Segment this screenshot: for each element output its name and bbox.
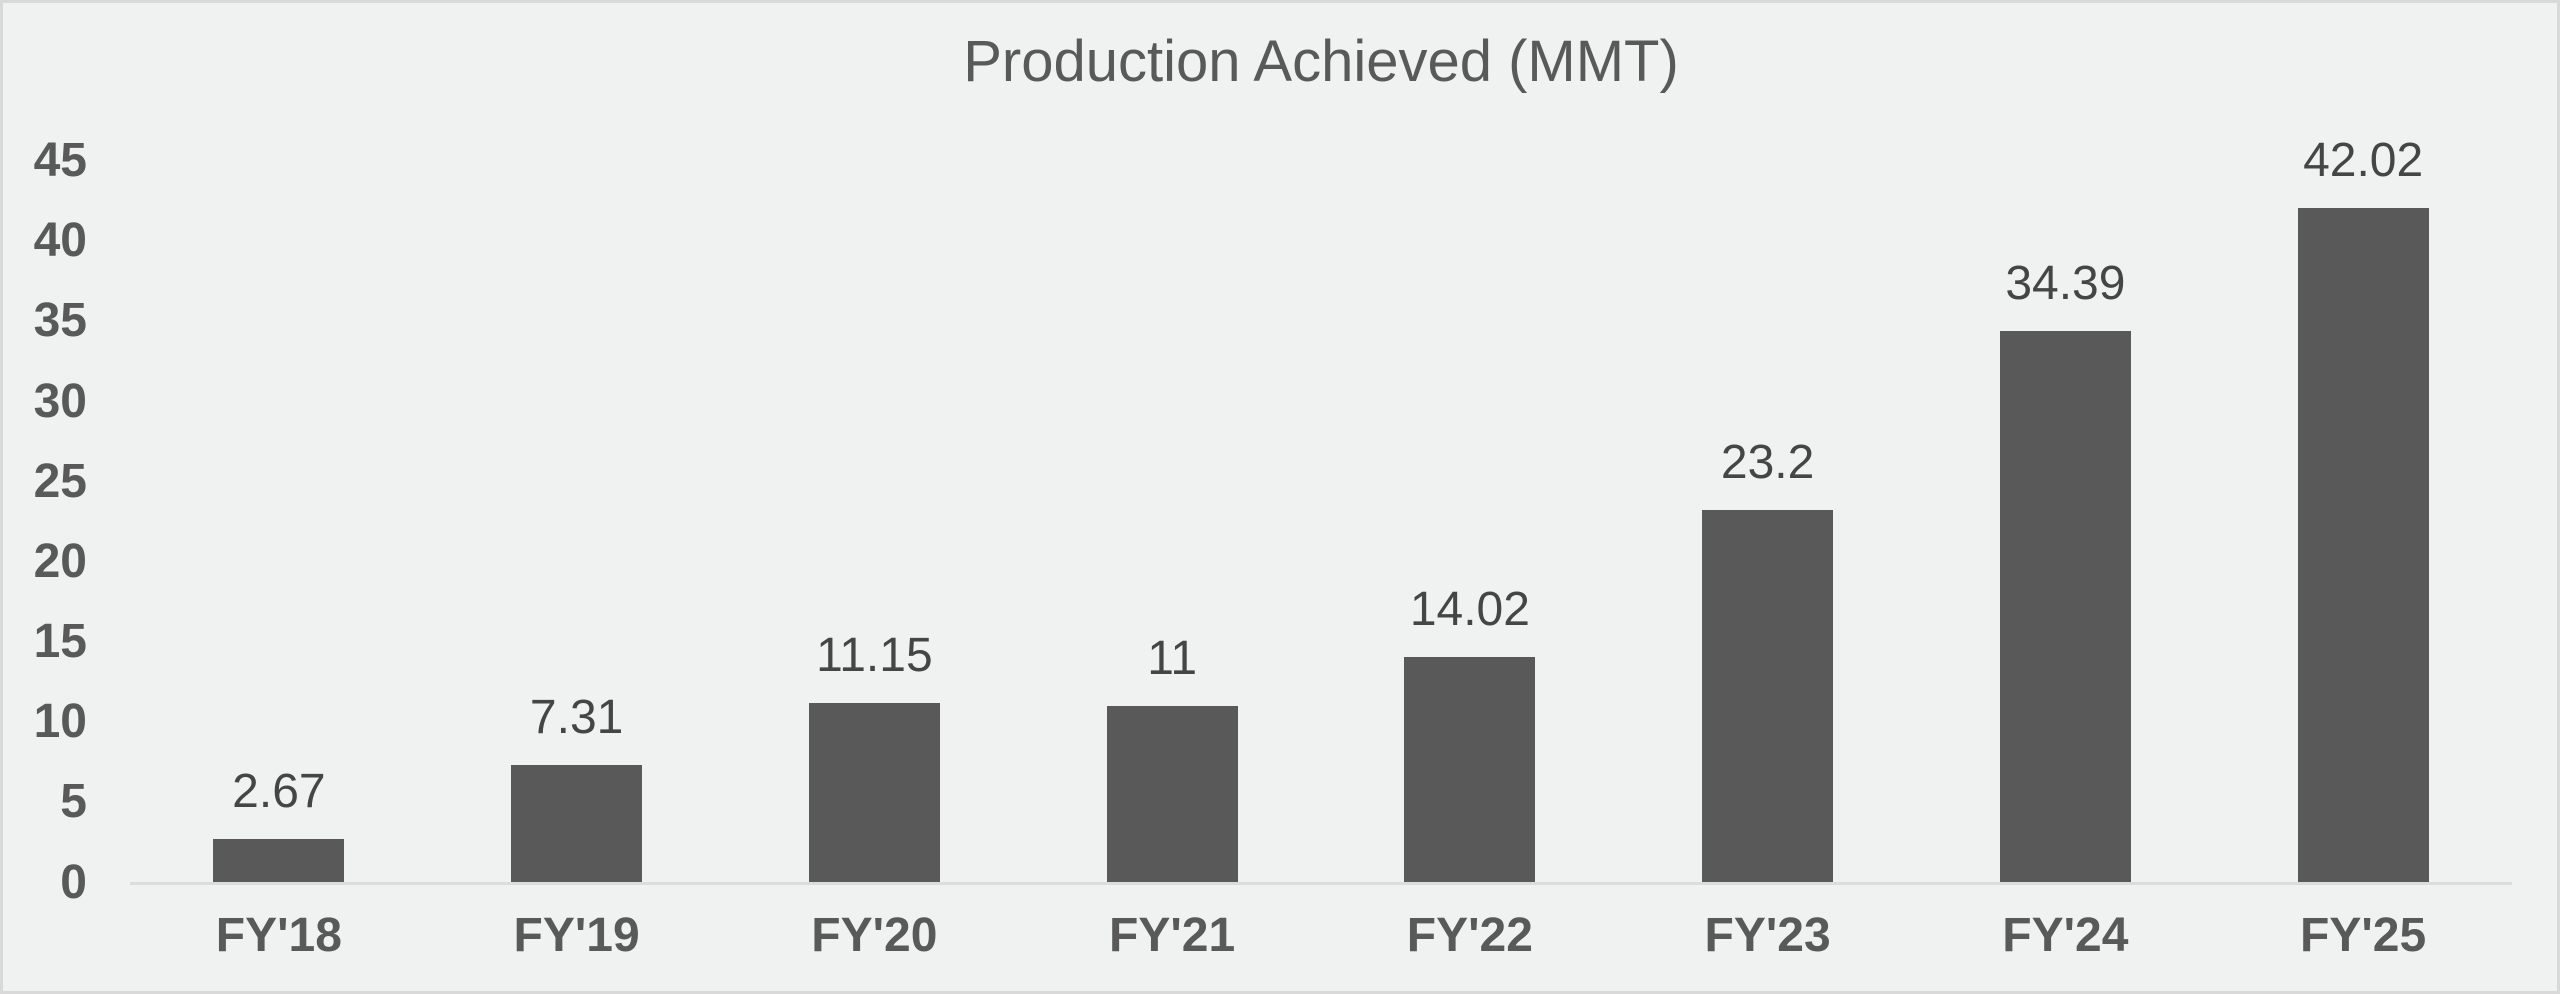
bar [1702, 510, 1834, 882]
y-axis-tick-label: 40 [33, 214, 87, 268]
bar-value-label: 7.31 [529, 690, 624, 744]
bar [2297, 208, 2429, 882]
bar [1106, 705, 1238, 882]
x-axis-category-label: FY'20 [811, 909, 938, 962]
x-axis-category-label: FY'22 [1406, 909, 1533, 962]
y-axis-tick-label: 0 [60, 855, 87, 909]
x-axis-category-label: FY'24 [2002, 909, 2129, 962]
bar [511, 764, 643, 882]
y-axis-tick-label: 30 [33, 374, 87, 428]
x-axis-category-label: FY'25 [2300, 909, 2427, 962]
x-axis-category-label: FY'19 [513, 909, 640, 962]
x-axis-line [130, 882, 2512, 885]
bar-value-label: 2.67 [232, 765, 326, 819]
bar-value-label: 34.39 [2005, 256, 2126, 310]
y-axis-tick-label: 10 [33, 695, 87, 749]
y-axis-tick-label: 35 [33, 294, 87, 348]
x-axis-category-label: FY'21 [1109, 909, 1236, 962]
y-axis-tick-label: 20 [33, 534, 87, 588]
bar [1404, 657, 1536, 882]
bar [808, 703, 940, 882]
bar-value-label: 11 [1147, 631, 1198, 685]
y-axis-tick-label: 45 [33, 134, 87, 187]
bar [213, 839, 345, 882]
chart-title: Production Achieved (MMT) [963, 29, 1679, 94]
bar-value-label: 11.15 [816, 629, 933, 683]
bar [1999, 330, 2131, 882]
bar-value-label: 14.02 [1409, 583, 1530, 637]
y-axis-tick-label: 25 [33, 454, 87, 508]
y-axis-tick-label: 15 [33, 615, 87, 668]
x-axis-category-label: FY'23 [1704, 909, 1831, 962]
bar-value-label: 23.2 [1720, 436, 1815, 490]
x-axis-category-label: FY'18 [215, 909, 342, 962]
bar-value-label: 42.02 [2303, 134, 2424, 188]
y-axis-tick-label: 5 [60, 775, 87, 829]
